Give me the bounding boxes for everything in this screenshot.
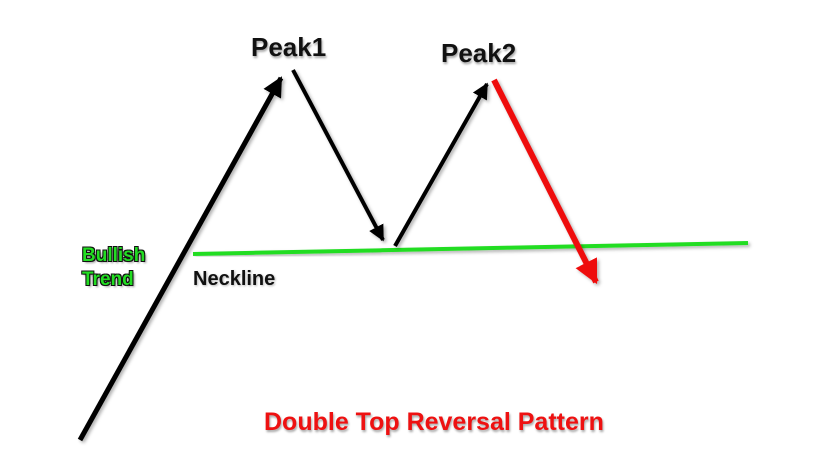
bullish-trend-arrow [77,76,284,442]
neckline-label: Neckline [193,268,276,290]
bullish-trend-label: Bullish Trend [82,244,145,292]
retest-arrow [393,82,489,247]
neckline-line [192,241,749,256]
bullish-label-line2: Trend [82,269,134,290]
diagram-title: Double Top Reversal Pattern [264,408,604,436]
bullish-label-line1: Bullish [82,245,146,266]
peak2-label: Peak2 [441,38,517,68]
pullback-arrow [291,69,385,242]
peak1-label: Peak1 [251,32,327,62]
breakdown-arrow [491,78,599,285]
